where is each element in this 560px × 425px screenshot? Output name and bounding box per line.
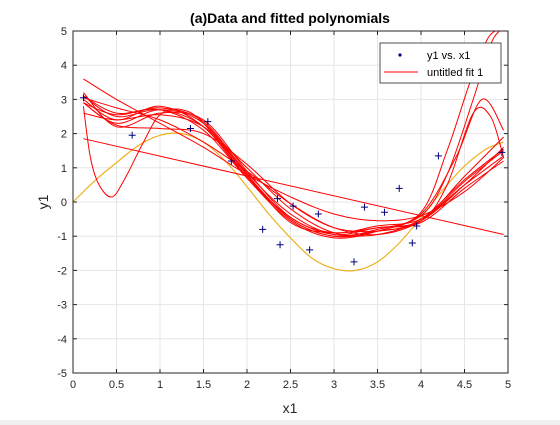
x-tick-label: 4 bbox=[418, 379, 424, 391]
fit-curve bbox=[83, 102, 504, 233]
chart-title: (a)Data and fitted polynomials bbox=[190, 10, 390, 26]
fit-curve bbox=[83, 138, 504, 235]
y-tick-label: -1 bbox=[57, 231, 67, 243]
x-tick-label: 0 bbox=[70, 379, 76, 391]
legend[interactable]: y1 vs. x1 untitled fit 1 bbox=[379, 42, 502, 84]
data-point bbox=[395, 184, 403, 192]
x-tick-label: 3 bbox=[331, 379, 337, 391]
y-tick-label: 5 bbox=[61, 26, 67, 38]
x-tick-label: 1 bbox=[157, 379, 163, 391]
data-point bbox=[259, 225, 267, 233]
legend-marker-data bbox=[398, 53, 402, 57]
x-tick-label: 5 bbox=[505, 379, 511, 391]
y-tick-label: -4 bbox=[57, 334, 67, 346]
data-point bbox=[273, 195, 281, 203]
x-tick-label: 4.5 bbox=[457, 379, 472, 391]
true-curve-line bbox=[73, 132, 504, 272]
legend-box bbox=[379, 42, 502, 84]
data-point bbox=[227, 157, 235, 165]
data-point bbox=[380, 208, 388, 216]
data-point bbox=[350, 258, 358, 266]
x-tick-label: 2 bbox=[244, 379, 250, 391]
scatter-points bbox=[79, 94, 506, 266]
fit-curve bbox=[83, 98, 505, 239]
data-point bbox=[413, 222, 421, 230]
x-tick-label: 3.5 bbox=[370, 379, 385, 391]
data-point bbox=[360, 203, 368, 211]
fit-curve bbox=[83, 31, 496, 238]
data-point bbox=[434, 152, 442, 160]
data-point bbox=[79, 94, 87, 102]
data-point bbox=[498, 148, 506, 156]
ticks: 0 0.5 1 1.5 2 2.5 3 3.5 4 4.5 5 -5 -4 -3 -2 -1 0 1 2 3 4 5 bbox=[57, 26, 511, 391]
y-tick-label: 3 bbox=[61, 94, 67, 106]
y-tick-label: 1 bbox=[61, 163, 67, 175]
fit-curve bbox=[83, 92, 504, 234]
data-point bbox=[314, 210, 322, 218]
data-point bbox=[306, 246, 314, 254]
data-point bbox=[408, 239, 416, 247]
true-curve bbox=[73, 132, 504, 272]
fit-curve bbox=[82, 106, 505, 234]
data-point bbox=[186, 124, 194, 132]
y-tick-label: -3 bbox=[57, 300, 67, 312]
x-axis-label: x1 bbox=[283, 400, 298, 416]
x-tick-label: 0.5 bbox=[109, 379, 124, 391]
data-point bbox=[204, 118, 212, 126]
data-point bbox=[276, 241, 284, 249]
data-point bbox=[128, 131, 136, 139]
y-tick-label: -2 bbox=[57, 265, 67, 277]
y-axis-label: y1 bbox=[35, 194, 51, 209]
legend-label-fit: untitled fit 1 bbox=[427, 67, 483, 79]
y-tick-label: -5 bbox=[57, 368, 67, 380]
legend-label-data: y1 vs. x1 bbox=[427, 50, 470, 62]
y-tick-label: 2 bbox=[61, 129, 67, 141]
x-tick-label: 2.5 bbox=[283, 379, 298, 391]
y-tick-label: 4 bbox=[61, 60, 67, 72]
data-point bbox=[289, 202, 297, 210]
x-tick-label: 1.5 bbox=[196, 379, 211, 391]
fit-curves bbox=[82, 31, 505, 239]
y-tick-label: 0 bbox=[61, 197, 67, 209]
